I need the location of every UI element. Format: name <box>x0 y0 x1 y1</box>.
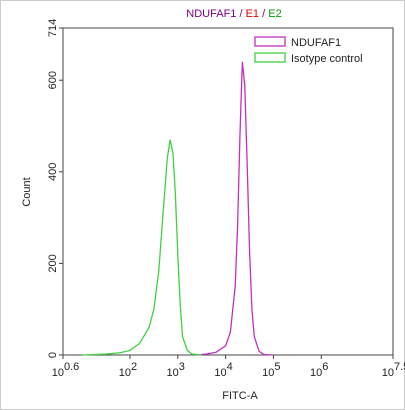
x-tick-label: 10 <box>167 367 179 379</box>
title-part: / <box>236 8 245 20</box>
x-tick-exponent: 0.6 <box>64 361 79 373</box>
x-tick-exponent: 2 <box>131 361 137 373</box>
x-tick-exponent: 7.5 <box>394 361 405 373</box>
y-tick-label: 0 <box>47 352 59 358</box>
legend-swatch <box>254 36 286 47</box>
x-tick-label: 10 <box>119 367 131 379</box>
legend-swatch <box>254 52 286 63</box>
x-tick-label: 10 <box>382 367 394 379</box>
legend-label: Isotype control <box>291 53 363 65</box>
chart-title: NDUFAF1 / E1 / E2 <box>186 8 281 20</box>
x-tick-label: 10 <box>52 367 64 379</box>
y-tick-label: 714 <box>47 19 59 37</box>
title-part: NDUFAF1 <box>186 8 236 20</box>
title-part: / <box>259 8 268 20</box>
x-tick-exponent: 6 <box>322 361 328 373</box>
y-tick-label: 400 <box>47 163 59 181</box>
plot-area <box>62 27 394 356</box>
y-axis-label: Count <box>21 177 33 206</box>
series-line <box>82 139 202 356</box>
x-tick-exponent: 5 <box>274 361 280 373</box>
x-axis-label: FITC-A <box>222 390 258 402</box>
x-tick-exponent: 3 <box>179 361 185 373</box>
y-tick-label: 600 <box>47 71 59 89</box>
y-tick-label: 200 <box>47 254 59 272</box>
legend-label: NDUFAF1 <box>291 37 341 49</box>
x-tick-label: 10 <box>214 367 226 379</box>
x-tick-label: 10 <box>310 367 322 379</box>
series-line <box>196 61 274 356</box>
title-part: E2 <box>268 8 281 20</box>
title-part: E1 <box>246 8 259 20</box>
x-tick-exponent: 4 <box>227 361 233 373</box>
x-tick-label: 10 <box>262 367 274 379</box>
